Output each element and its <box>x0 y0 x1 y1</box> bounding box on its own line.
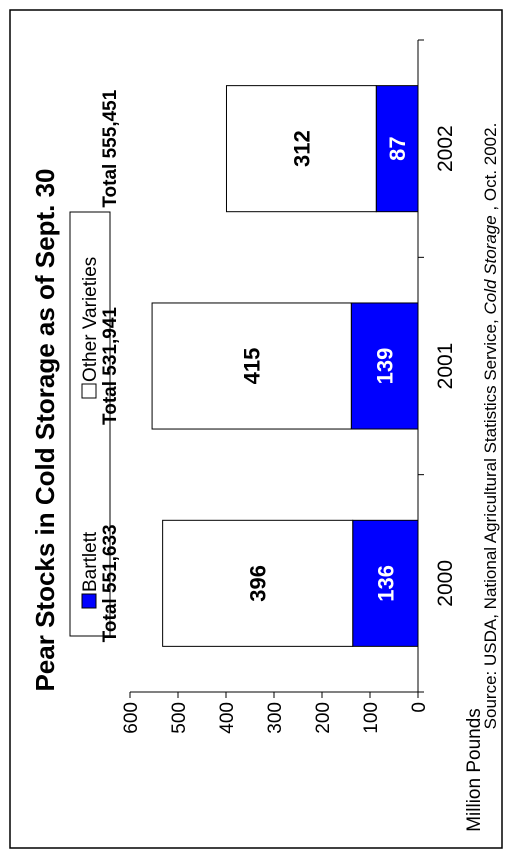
total-label-2002: Total 555,451 <box>100 89 121 207</box>
legend-swatch-other <box>81 383 97 399</box>
total-label-2000: Total 551,633 <box>100 524 121 642</box>
x-tick-label-2002: 2002 <box>434 125 457 172</box>
legend-swatch-bartlett <box>81 593 97 609</box>
legend-box <box>69 211 111 637</box>
y-tick-label-1: 100 <box>361 702 382 734</box>
data-label-0-2002: 87 <box>385 136 410 160</box>
legend: Bartlett Other Varieties <box>69 211 111 637</box>
legend-label-bartlett: Bartlett <box>80 531 101 592</box>
data-label-1-2001: 415 <box>240 348 265 385</box>
chart-title: Pear Stocks in Cold Storage as of Sept. … <box>30 168 60 691</box>
source-note: Source: USDA, National Agricultural Stat… <box>481 123 500 730</box>
bar-other-varieties-2002 <box>225 85 377 213</box>
y-tick-label-3: 300 <box>265 702 286 734</box>
bar-other-varieties-2001 <box>151 302 352 430</box>
data-label-0-2000: 136 <box>373 565 398 602</box>
data-label-1-2000: 396 <box>246 565 271 602</box>
data-label-0-2001: 139 <box>373 348 398 385</box>
y-tick-label-4: 400 <box>217 702 238 734</box>
y-tick-label-5: 500 <box>169 702 190 734</box>
source-italic: Cold Storage <box>481 215 500 314</box>
x-tick-label-2000: 2000 <box>434 560 457 607</box>
plot-area: 0 100 200 300 400 500 600 136 396 Total 551,633 20… <box>100 39 457 734</box>
y-tick-label-6: 600 <box>121 702 142 734</box>
bar-other-varieties-2000 <box>162 519 354 647</box>
x-tick-label-2001: 2001 <box>434 343 457 390</box>
total-label-2001: Total 531,941 <box>100 307 121 425</box>
source-suffix: , Oct. 2002. <box>481 123 500 216</box>
legend-label-other: Other Varieties <box>80 257 101 382</box>
y-tick-label-0: 0 <box>409 702 430 713</box>
data-label-1-2002: 312 <box>289 130 314 167</box>
y-axis-title: Million Pounds <box>464 708 485 832</box>
y-tick-label-2: 200 <box>313 702 334 734</box>
source-prefix: Source: USDA, National Agricultural Stat… <box>481 315 500 730</box>
